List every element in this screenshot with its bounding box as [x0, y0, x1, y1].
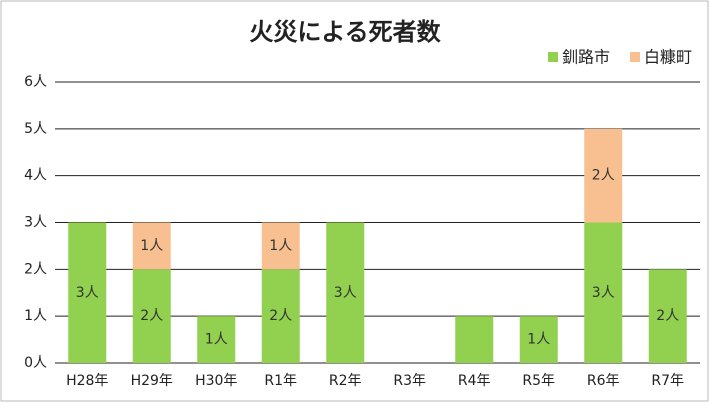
bar-segment	[584, 128, 623, 223]
x-tick-label: H29年	[131, 373, 173, 389]
bar-segment	[197, 316, 236, 363]
y-tick-label: 0人	[24, 355, 47, 371]
x-tick-label: R2年	[329, 373, 362, 389]
bar-segment	[132, 269, 171, 363]
data-label: 1人	[205, 332, 228, 348]
y-tick-label: 1人	[24, 308, 47, 324]
data-label: 2人	[656, 308, 679, 324]
y-tick-label: 5人	[24, 121, 47, 137]
y-tick-label: 6人	[24, 74, 47, 90]
bar-segment	[68, 222, 107, 363]
x-tick-label: R5年	[522, 373, 555, 389]
bar-segment	[519, 316, 558, 363]
data-label: 2人	[269, 308, 292, 324]
data-label: 1人	[269, 238, 292, 254]
legend-label: 白糠町	[644, 48, 692, 67]
data-label: 2人	[592, 168, 615, 184]
x-tick-label: R4年	[458, 373, 491, 389]
data-label: 2人	[140, 308, 163, 324]
legend-swatch	[548, 52, 558, 62]
x-tick-label: R3年	[393, 373, 426, 389]
x-tick-label: R7年	[651, 373, 684, 389]
bar-segment	[132, 222, 171, 270]
y-tick-label: 4人	[24, 168, 47, 184]
bar-segment	[455, 316, 494, 363]
y-tick-label: 2人	[24, 261, 47, 277]
x-tick-label: R1年	[264, 373, 297, 389]
x-tick-label: H28年	[66, 373, 108, 389]
data-label: 1人	[140, 238, 163, 254]
legend-swatch	[630, 52, 640, 62]
x-tick-label: H30年	[195, 373, 237, 389]
bar-segment	[326, 222, 365, 363]
x-tick-label: R6年	[587, 373, 620, 389]
bar-segment	[648, 269, 687, 363]
data-label: 3人	[76, 285, 99, 301]
data-label: 3人	[334, 285, 357, 301]
bar-segment	[261, 222, 300, 270]
bar-segment	[584, 222, 623, 363]
bar-segment	[261, 269, 300, 363]
legend-label: 釧路市	[562, 48, 610, 67]
data-label: 3人	[592, 285, 615, 301]
y-tick-label: 3人	[24, 215, 47, 231]
chart-title: 火災による死者数	[249, 18, 441, 46]
data-label: 1人	[527, 332, 550, 348]
